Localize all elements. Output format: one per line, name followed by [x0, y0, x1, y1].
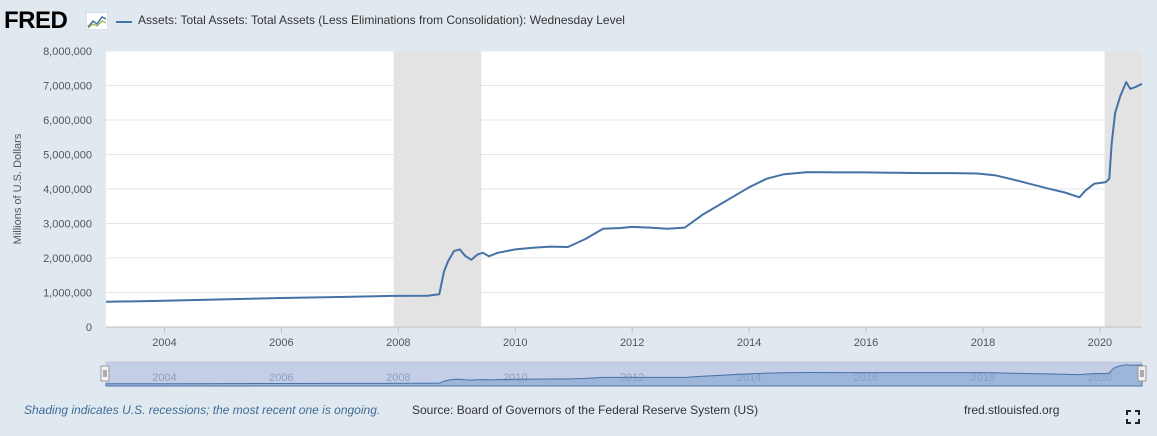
- legend-label: Assets: Total Assets: Total Assets (Less…: [138, 13, 625, 27]
- navigator-series-layer: [105, 364, 1143, 387]
- y-axis-label: Millions of U.S. Dollars: [12, 133, 24, 244]
- site-link[interactable]: fred.stlouisfed.org: [964, 403, 1060, 417]
- x-tick-label: 2012: [620, 337, 644, 349]
- y-tick-label: 8,000,000: [43, 46, 92, 58]
- y-tick-label: 7,000,000: [43, 81, 92, 93]
- fred-logo[interactable]: FRED: [4, 7, 68, 34]
- navigator-left-handle[interactable]: [100, 365, 110, 382]
- x-tick-labels: 2004 2006 2008 2010 2012 2014 2016 2018 2020: [152, 327, 1112, 349]
- x-tick-label: 2016: [854, 337, 878, 349]
- series-layer: [105, 81, 1143, 303]
- recession-note: Shading indicates U.S. recessions; the m…: [24, 403, 381, 417]
- gridlines: [106, 50, 1142, 293]
- source-text: Source: Board of Governors of the Federa…: [412, 403, 759, 417]
- y-tick-label: 4,000,000: [43, 184, 92, 196]
- y-tick-labels: 0 1,000,000 2,000,000 3,000,000 4,000,000 5,0…: [43, 46, 92, 334]
- fullscreen-icon[interactable]: [1126, 410, 1140, 424]
- x-tick-label: 2006: [269, 337, 293, 349]
- x-tick-label: 2008: [386, 337, 410, 349]
- x-tick-label: 2020: [1088, 337, 1112, 349]
- x-tick-label: 2010: [503, 337, 527, 349]
- navigator-tick-label: 2004: [152, 372, 176, 384]
- x-tick-label: 2018: [971, 337, 995, 349]
- navigator-tick-label: 2006: [269, 372, 293, 384]
- y-tick-label: 2,000,000: [43, 253, 92, 265]
- y-tick-label: 1,000,000: [43, 288, 92, 300]
- legend-swatch: [116, 21, 132, 23]
- navigator-tick-label: 2008: [386, 372, 410, 384]
- y-tick-label: 3,000,000: [43, 219, 92, 231]
- y-tick-label: 0: [86, 322, 92, 334]
- navigator-right-handle[interactable]: [1137, 365, 1147, 382]
- navigator-area-0: [105, 364, 1143, 387]
- y-tick-label: 6,000,000: [43, 115, 92, 127]
- x-tick-label: 2014: [737, 337, 761, 349]
- fred-chart-icon: [86, 12, 108, 30]
- series-line-0: [105, 81, 1143, 303]
- x-tick-label: 2004: [152, 337, 176, 349]
- y-tick-label: 5,000,000: [43, 150, 92, 162]
